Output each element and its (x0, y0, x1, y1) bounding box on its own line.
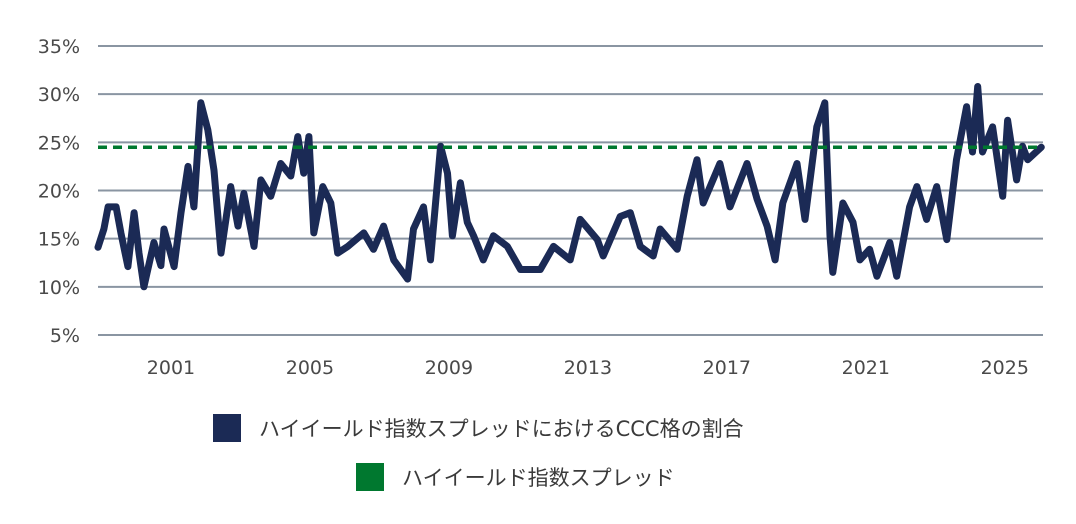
y-tick-label: 35% (38, 36, 80, 58)
x-axis-ticks: 2001 2005 2009 2013 2017 2021 2025 (147, 357, 1029, 379)
legend-item-hy-spread: ハイイールド指数スプレッド (356, 462, 675, 492)
y-axis-ticks: 5% 10% 15% 20% 25% 30% 35% (38, 36, 80, 347)
x-tick-label: 2025 (981, 357, 1029, 379)
x-tick-label: 2001 (147, 357, 195, 379)
chart: 5% 10% 15% 20% 25% 30% 35% 2001 2005 2009 2013 201… (38, 36, 1045, 379)
y-tick-label: 5% (50, 325, 80, 347)
y-tick-label: 15% (38, 229, 80, 251)
x-tick-label: 2017 (703, 357, 751, 379)
legend-swatch-ccc-share (213, 414, 241, 442)
legend-swatch-hy-spread (356, 463, 384, 491)
series-lines (94, 83, 1045, 291)
y-tick-label: 30% (38, 84, 80, 106)
x-tick-label: 2013 (564, 357, 612, 379)
y-tick-label: 20% (38, 181, 80, 203)
series-line-0 (94, 83, 1045, 291)
x-tick-label: 2005 (286, 357, 334, 379)
gridlines (98, 45, 1043, 336)
x-tick-label: 2021 (842, 357, 890, 379)
y-tick-label: 25% (38, 132, 80, 154)
x-tick-label: 2009 (425, 357, 473, 379)
legend-label-ccc-share: ハイイールド指数スプレッドにおけるCCC格の割合 (259, 417, 744, 441)
y-tick-label: 10% (38, 277, 80, 299)
legend-item-ccc-share: ハイイールド指数スプレッドにおけるCCC格の割合 (213, 413, 744, 443)
legend-label-hy-spread: ハイイールド指数スプレッド (402, 466, 675, 490)
